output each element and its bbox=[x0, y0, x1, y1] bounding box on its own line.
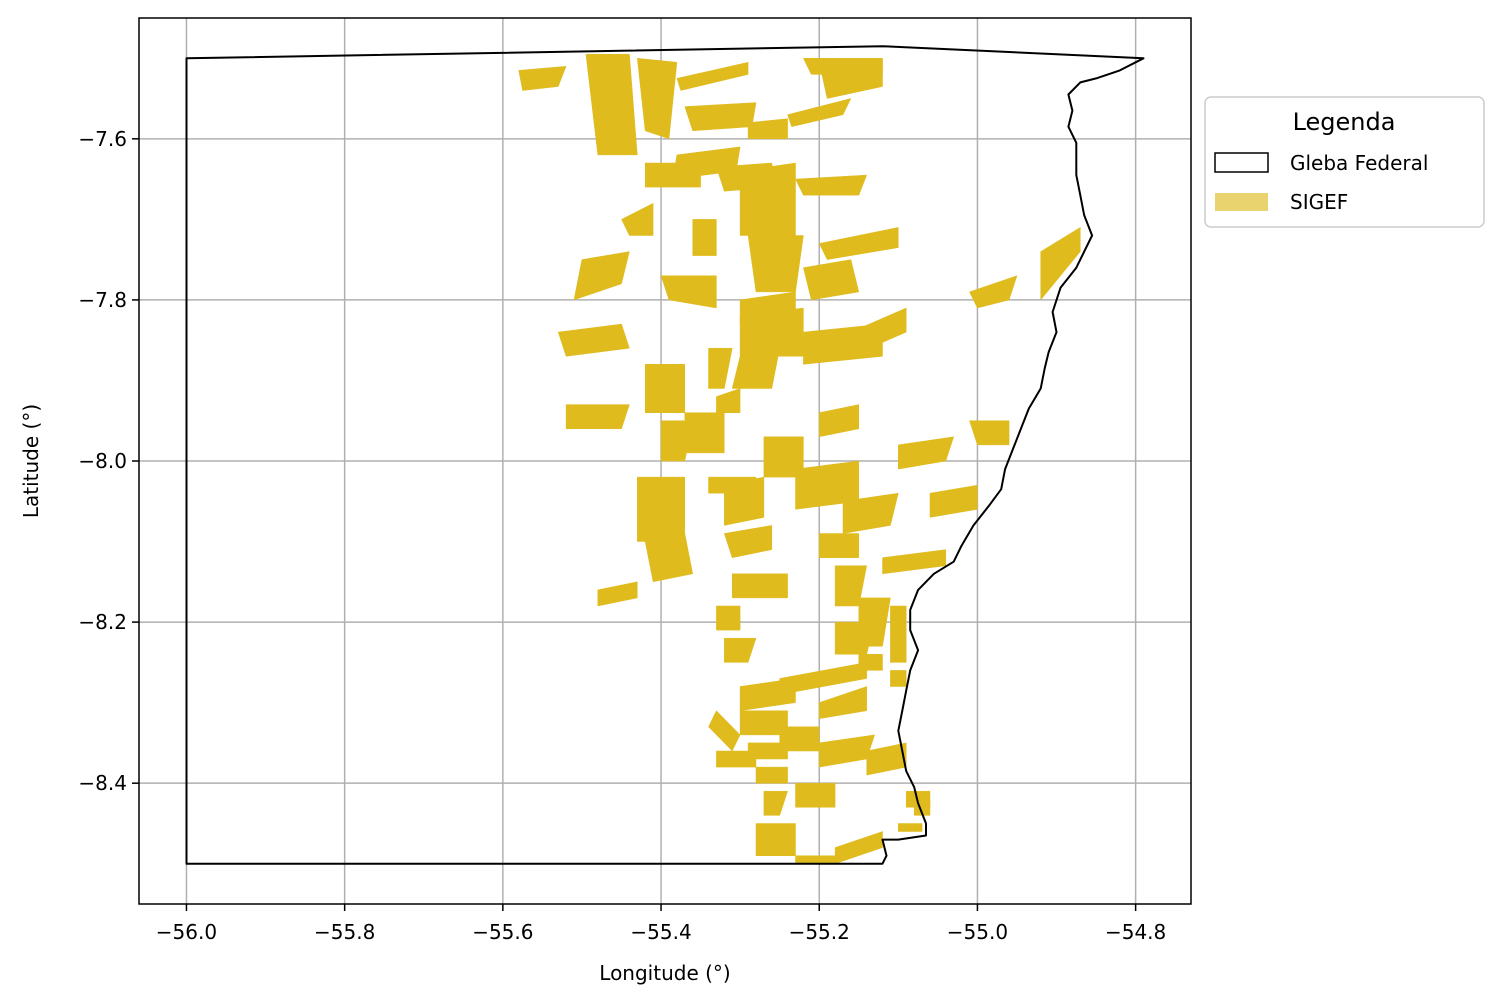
x-axis-label: Longitude (°) bbox=[599, 961, 730, 985]
sigef-parcel bbox=[723, 525, 773, 558]
sigef-parcel bbox=[708, 347, 733, 389]
sigef-parcel bbox=[644, 364, 686, 413]
sigef-parcel bbox=[565, 404, 630, 430]
sigef-parcel bbox=[818, 58, 883, 99]
sigef-parcel bbox=[597, 581, 638, 607]
sigef-parcel bbox=[518, 66, 567, 91]
sigef-parcel bbox=[1040, 226, 1081, 301]
sigef-parcel bbox=[644, 533, 693, 583]
y-tick-label: −7.8 bbox=[78, 288, 127, 312]
sigef-parcel bbox=[716, 750, 757, 768]
sigef-parcel bbox=[913, 452, 931, 462]
sigef-parcel bbox=[724, 476, 765, 526]
x-tick-label: −54.8 bbox=[1105, 920, 1166, 944]
axis-ticks: −56.0 −55.8 −55.6 −55.4 −55.2 −55.0 −54.8 −7.6 −… bbox=[78, 127, 1166, 944]
sigef-parcel bbox=[850, 307, 907, 357]
sigef-parcel bbox=[621, 202, 654, 236]
sigef-parcel bbox=[573, 251, 630, 301]
sigef-parcel bbox=[858, 654, 883, 671]
sigef-parcel bbox=[557, 323, 630, 357]
legend-label-gleba-federal: Gleba Federal bbox=[1290, 151, 1428, 175]
sigef-parcel bbox=[755, 766, 788, 784]
x-tick-label: −55.8 bbox=[314, 920, 375, 944]
sigef-parcel bbox=[898, 823, 923, 832]
legend-swatch-gleba-federal bbox=[1214, 152, 1269, 173]
x-tick-label: −55.0 bbox=[947, 920, 1008, 944]
sigef-parcel bbox=[890, 605, 907, 663]
sigef-parcel bbox=[929, 484, 978, 518]
sigef-parcel bbox=[716, 605, 741, 631]
sigef-parcel bbox=[969, 275, 1018, 309]
sigef-parcel bbox=[739, 678, 796, 711]
sigef-parcel bbox=[803, 259, 860, 301]
legend-title: Legenda bbox=[1293, 108, 1396, 136]
sigef-parcel bbox=[818, 533, 860, 558]
sigef-parcel bbox=[676, 61, 749, 91]
sigef-parcel bbox=[739, 162, 796, 236]
sigef-parcel bbox=[795, 782, 836, 808]
sigef-parcel bbox=[684, 412, 725, 454]
x-tick-label: −55.6 bbox=[472, 920, 533, 944]
sigef-parcel bbox=[660, 275, 717, 309]
sigef-parcel bbox=[747, 118, 788, 140]
y-tick-label: −8.0 bbox=[78, 449, 127, 473]
sigef-parcel bbox=[637, 476, 686, 542]
sigef-parcel bbox=[731, 347, 781, 389]
sigef-parcel bbox=[818, 227, 899, 260]
sigef-parcel bbox=[660, 420, 694, 462]
x-tick-label: −56.0 bbox=[156, 920, 217, 944]
gleba-federal-boundary bbox=[185, 45, 1145, 865]
legend-swatch-sigef bbox=[1215, 193, 1268, 211]
sigef-parcel bbox=[684, 102, 757, 132]
sigef-parcel bbox=[818, 404, 860, 438]
legend-label-sigef: SIGEF bbox=[1290, 190, 1348, 214]
sigef-parcel bbox=[755, 823, 796, 856]
x-tick-label: −55.4 bbox=[630, 920, 691, 944]
sigef-parcel bbox=[747, 235, 804, 293]
sigef-parcel bbox=[739, 307, 804, 357]
x-tick-label: −55.2 bbox=[789, 920, 850, 944]
sigef-parcel bbox=[795, 174, 868, 196]
sigef-parcel bbox=[731, 573, 788, 599]
sigef-parcel bbox=[787, 98, 852, 127]
sigef-layer bbox=[518, 53, 1081, 865]
legend: Legenda Gleba Federal SIGEF bbox=[1204, 96, 1485, 228]
y-axis-label: Latitude (°) bbox=[19, 404, 43, 518]
y-tick-label: −8.2 bbox=[78, 610, 127, 634]
sigef-parcel bbox=[890, 670, 907, 687]
sigef-parcel bbox=[969, 420, 1010, 446]
sigef-parcel bbox=[818, 686, 867, 719]
sigef-parcel bbox=[585, 53, 638, 156]
sigef-parcel bbox=[763, 790, 788, 816]
sigef-parcel bbox=[637, 58, 678, 140]
sigef-parcel bbox=[795, 855, 836, 864]
sigef-parcel bbox=[724, 637, 757, 663]
sigef-parcel bbox=[842, 492, 899, 534]
sigef-parcel bbox=[708, 710, 741, 752]
y-tick-label: −8.4 bbox=[78, 771, 127, 795]
gleba-federal-layer bbox=[185, 45, 1145, 865]
legend-box bbox=[1204, 96, 1485, 228]
y-tick-label: −7.6 bbox=[78, 127, 127, 151]
sigef-parcel bbox=[716, 388, 741, 413]
sigef-parcel bbox=[644, 162, 701, 188]
sigef-parcel bbox=[692, 219, 717, 256]
